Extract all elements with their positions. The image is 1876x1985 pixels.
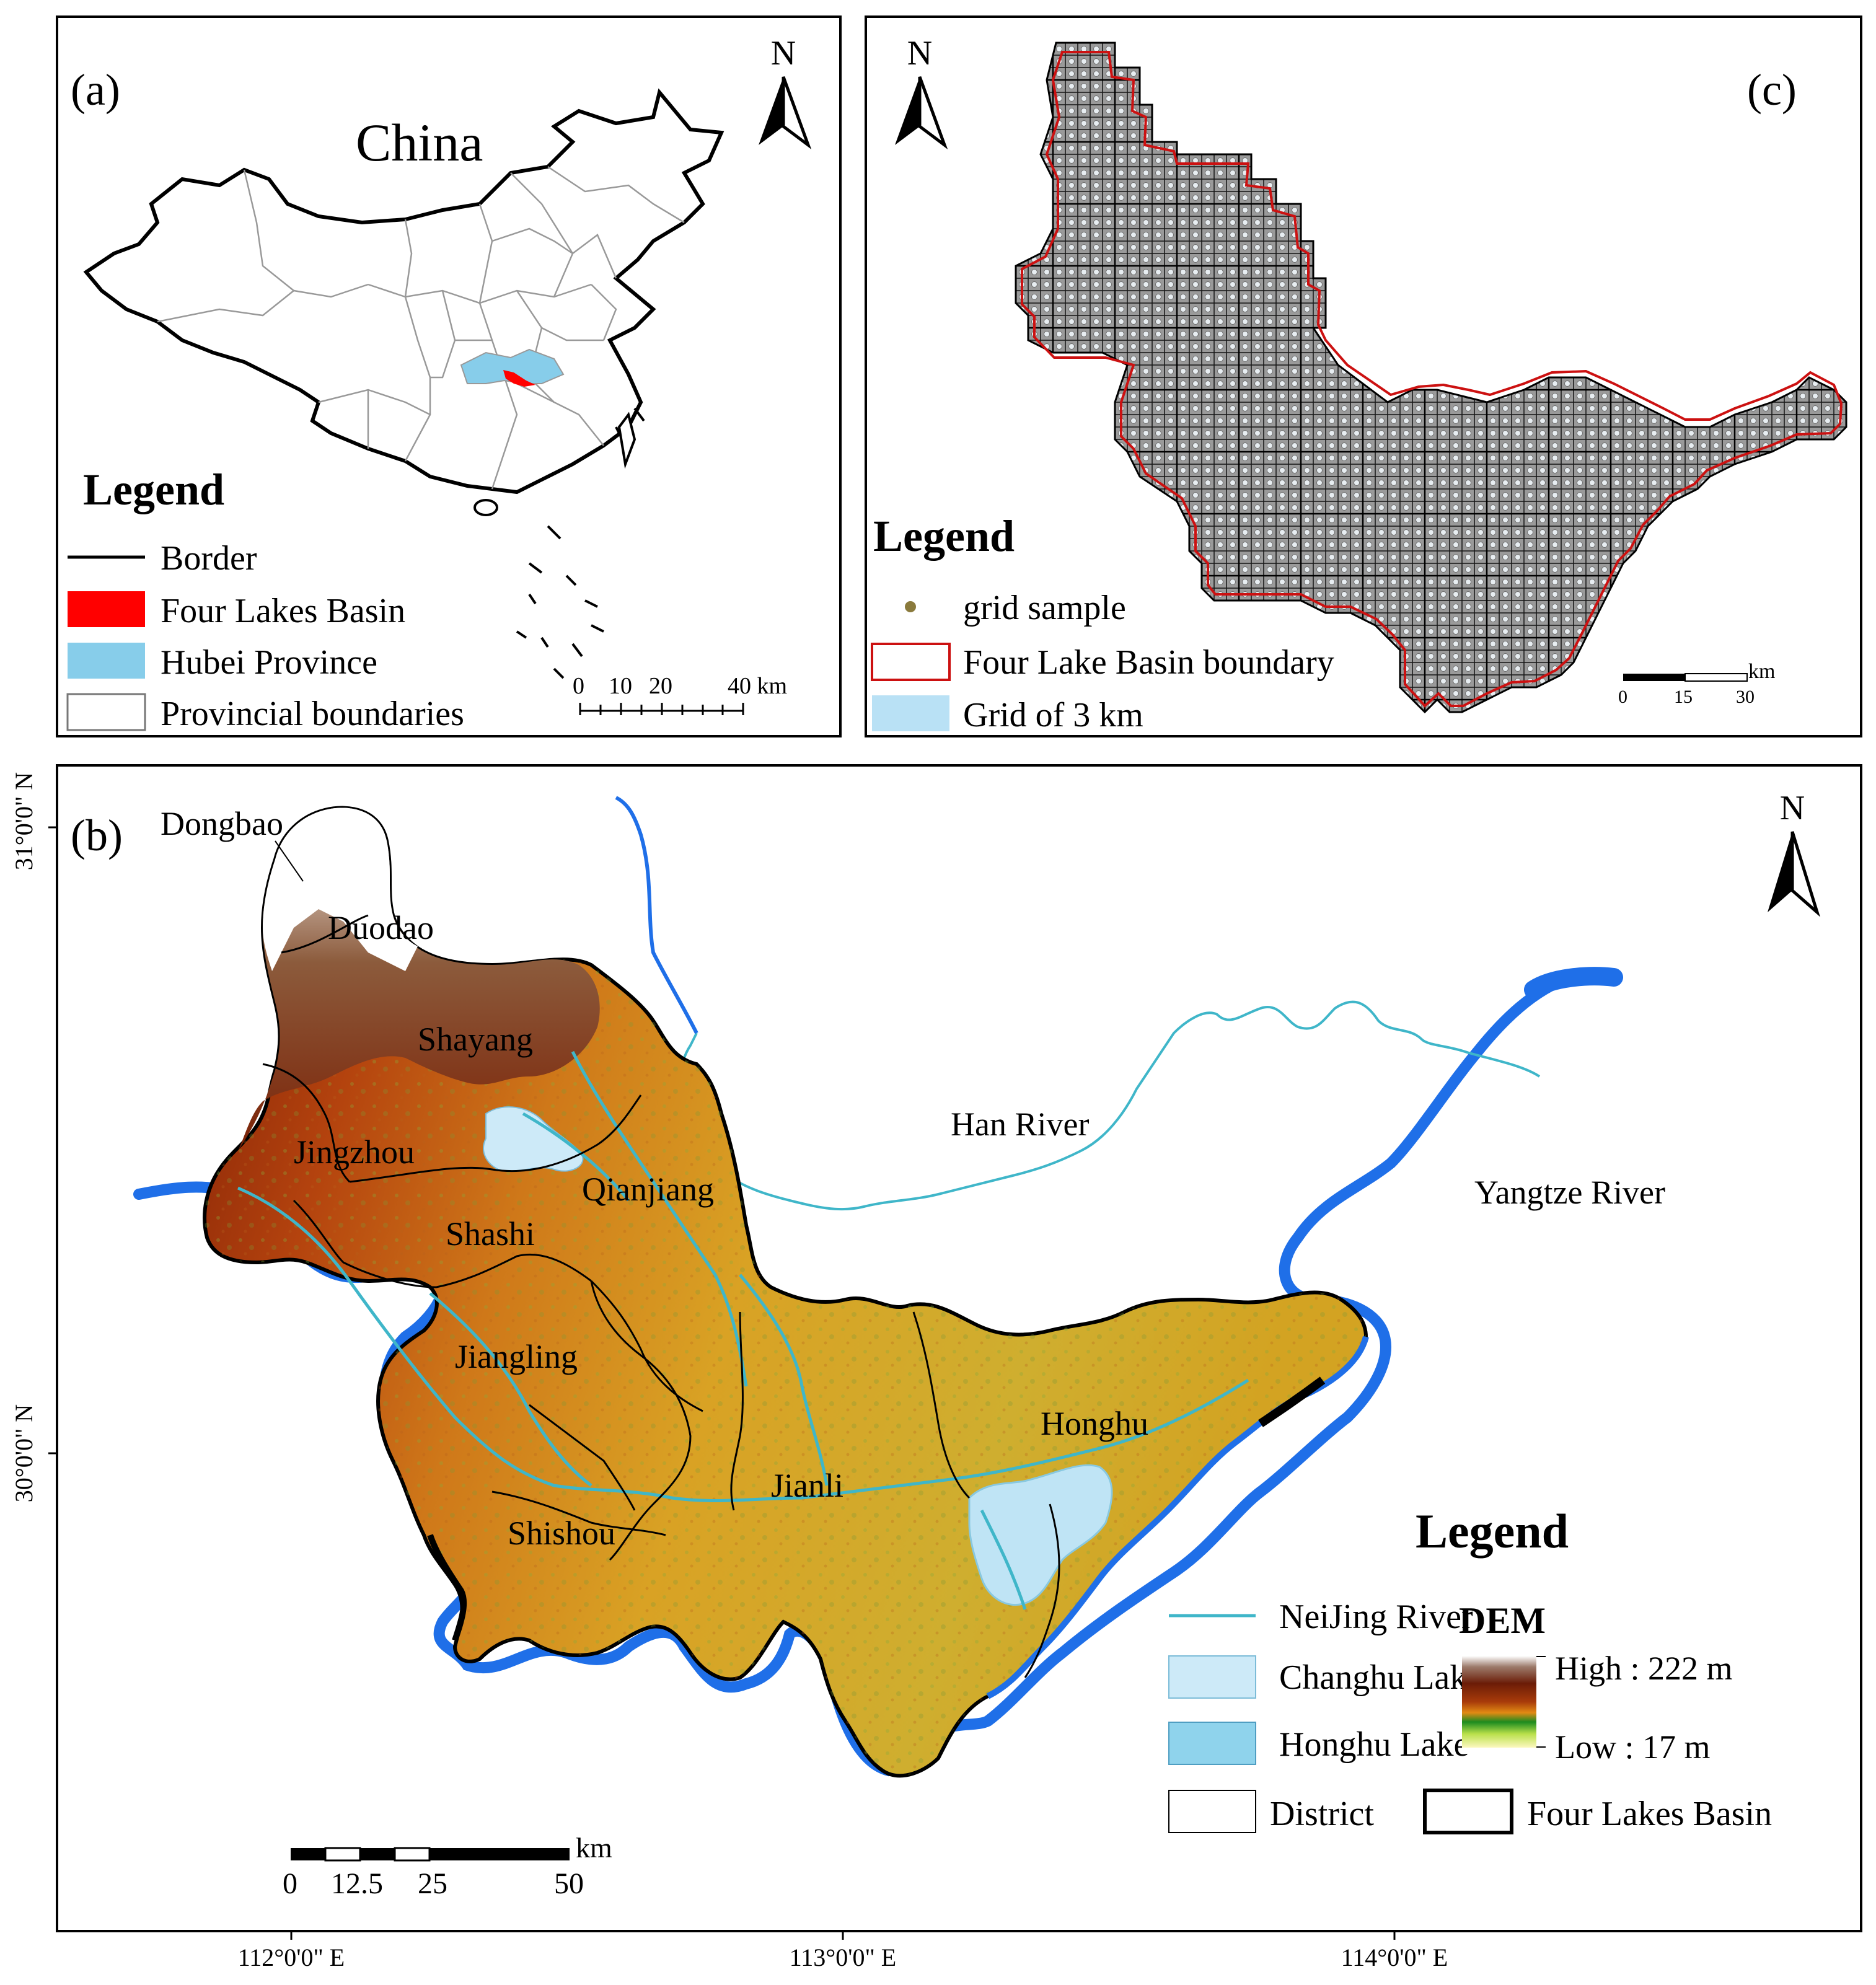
panel-c-map: (c) N Legend grid sample Four Lake Basin… [871,34,1847,734]
neijing-river-network [237,1050,1249,1610]
district-boundaries [262,914,1060,1678]
place-jingzhou: Jingzhou [294,1133,415,1171]
legend-a-provincial-boundaries: Provincial boundaries [66,693,464,733]
panel-a-map: (a) China N [66,34,812,733]
panel-a: (a) China N [56,15,842,737]
legend-a-four-lakes-basin: Four Lakes Basin [68,591,405,630]
svg-text:40 km: 40 km [728,673,787,699]
svg-text:Four Lakes Basin: Four Lakes Basin [1527,1795,1772,1833]
svg-text:Border: Border [161,539,257,578]
panel-c-legend-title: Legend [873,511,1015,561]
legend-b-neijing-river: NeiJing River [1169,1598,1473,1636]
panel-a-legend-title: Legend [83,465,224,514]
place-jianli: Jianli [771,1467,843,1504]
legend-b-honghu-lake: Honghu Lake [1168,1722,1469,1765]
svg-text:grid sample: grid sample [963,589,1126,627]
panel-b-legend-title: Legend [1416,1504,1569,1558]
place-qianjiang: Qianjiang [582,1171,714,1208]
hainan-island [473,499,498,516]
svg-text:N: N [907,34,932,73]
provincial-boundaries [157,165,685,490]
place-honghu: Honghu [1041,1405,1148,1442]
panel-b: (b) N [56,764,1862,1932]
country-name-label: China [356,113,483,172]
north-arrow-icon: N [1768,789,1820,917]
svg-text:km: km [576,1832,612,1864]
svg-text:N: N [1780,789,1805,827]
legend-b-changhu-lake: Changhu Lake [1168,1655,1482,1699]
svg-text:Low : 17 m: Low : 17 m [1555,1728,1711,1766]
svg-text:Four Lake Basin boundary: Four Lake Basin boundary [963,643,1334,682]
panel-c-scale-bar: km 0 15 30 [1618,660,1775,707]
panel-b-label: (b) [71,811,123,860]
north-arrow-icon: N [759,34,812,150]
place-shashi: Shashi [446,1215,535,1252]
svg-text:Hubei Province: Hubei Province [161,643,377,682]
legend-c-grid-3km: Grid of 3 km [872,695,1143,734]
lon-label-112: 112°0'0" E [237,1943,345,1971]
svg-text:30: 30 [1736,687,1755,707]
panel-b-map: (b) N [71,789,1820,1900]
place-shayang: Shayang [418,1021,533,1058]
han-river-label: Han River [951,1106,1089,1143]
svg-text:District: District [1270,1795,1374,1833]
svg-text:km: km [1748,660,1775,683]
legend-b-district: District [1168,1790,1374,1833]
svg-text:NeiJing River: NeiJing River [1279,1598,1473,1636]
svg-text:15: 15 [1674,687,1693,707]
panel-b-scale-bar: km 0 12.5 25 50 [283,1832,612,1900]
legend-c-boundary: Four Lake Basin boundary [871,643,1334,682]
four-lake-basin-boundary-line [1021,51,1843,708]
svg-text:Provincial boundaries: Provincial boundaries [161,695,464,733]
svg-text:25: 25 [418,1867,447,1900]
svg-text:Four Lakes Basin: Four Lakes Basin [161,592,405,630]
place-duodao: Duodao [328,909,434,946]
yangtze-river-label: Yangtze River [1474,1174,1665,1211]
svg-text:Changhu Lake: Changhu Lake [1279,1658,1482,1697]
svg-text:N: N [771,34,796,73]
panel-a-scale-bar: 0 10 20 40 km [573,673,787,715]
svg-text:0: 0 [283,1867,297,1900]
lon-label-114: 114°0'0" E [1341,1943,1448,1971]
svg-text:Grid of 3 km: Grid of 3 km [963,696,1143,734]
grid-sample-basin [1015,42,1847,714]
place-dongbao: Dongbao [161,805,283,842]
taiwan-island [617,412,636,469]
honghu-lake [968,1464,1113,1606]
place-jiangling: Jiangling [455,1338,578,1375]
china-border [83,88,724,495]
panel-c: (c) N Legend grid sample Four Lake Basin… [865,15,1862,737]
legend-a-hubei-province: Hubei Province [68,643,377,682]
changhu-lake [483,1106,584,1172]
han-river [680,1000,1541,1211]
legend-b-four-lakes-basin: Four Lakes Basin [1423,1789,1772,1834]
svg-text:DEM: DEM [1459,1600,1546,1641]
svg-text:0: 0 [573,673,584,699]
legend-b-dem: DEM High : 222 m Low : 17 m [1459,1600,1733,1766]
panel-c-label: (c) [1747,65,1797,115]
north-arrow-icon: N [895,34,948,150]
svg-text:High : 222 m: High : 222 m [1555,1650,1733,1687]
svg-text:50: 50 [554,1867,584,1900]
four-lakes-basin-marker [503,370,535,387]
svg-text:10: 10 [609,673,632,699]
legend-c-grid-sample: grid sample [905,589,1126,627]
lon-label-113: 113°0'0" E [789,1943,897,1971]
svg-text:20: 20 [649,673,672,699]
svg-text:Honghu Lake: Honghu Lake [1279,1725,1469,1764]
legend-a-border: Border [68,539,257,578]
place-shishou: Shishou [508,1515,615,1552]
panel-a-label: (a) [71,65,120,115]
svg-text:12.5: 12.5 [331,1867,383,1900]
hubei-province [460,348,565,384]
svg-text:0: 0 [1618,687,1627,707]
place-labels: Dongbao Duodao Shayang Jingzhou Qianjian… [161,805,1148,1552]
